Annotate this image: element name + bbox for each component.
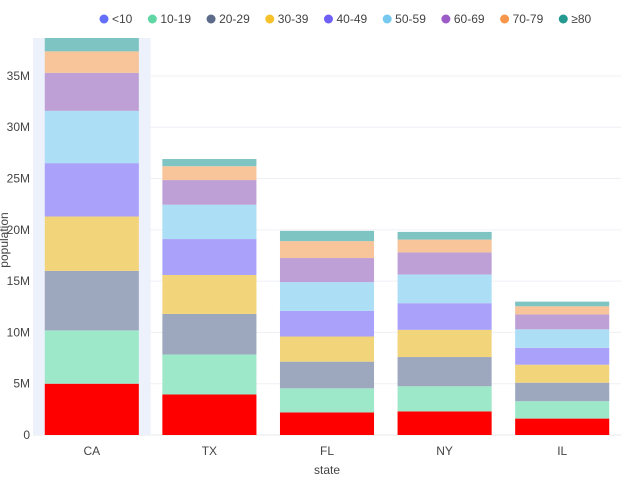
- bar-segment: [279, 336, 375, 362]
- legend-marker: [99, 14, 109, 24]
- bar-segment: [44, 216, 139, 271]
- bar-segment: [279, 230, 375, 242]
- legend-marker: [265, 14, 275, 24]
- bar-segment: [162, 166, 257, 181]
- bar-segment: [279, 361, 375, 389]
- bar-segment: [162, 180, 257, 205]
- y-tick-label: 0: [23, 428, 30, 442]
- bars: [44, 38, 610, 435]
- bar-segment: [397, 329, 492, 358]
- bar-segment: [515, 306, 610, 315]
- bar-segment: [397, 386, 492, 412]
- bar-segment: [397, 303, 492, 330]
- bar-segment: [279, 241, 375, 259]
- bar-segment: [44, 72, 139, 111]
- legend-marker: [382, 14, 392, 24]
- x-tick-label: NY: [436, 444, 453, 458]
- bar-segment: [515, 329, 610, 348]
- x-axis-ticks: CA TX FL NY IL: [83, 444, 567, 458]
- bar-segment: [162, 354, 257, 395]
- legend-label: ≥80: [571, 12, 591, 26]
- bar-segment: [515, 364, 610, 383]
- bar-segment: [44, 383, 139, 435]
- bar-segment: [515, 347, 610, 365]
- bar-segment: [279, 412, 375, 435]
- y-tick-label: 10M: [7, 325, 30, 339]
- bar-segment: [44, 163, 139, 217]
- x-tick-label: FL: [320, 444, 334, 458]
- bar-segment: [515, 418, 610, 435]
- legend-label: 70-79: [513, 12, 544, 26]
- legend-label: 40-49: [336, 12, 367, 26]
- legend-label: 50-59: [395, 12, 426, 26]
- bar-segment: [44, 110, 139, 164]
- bar-segment: [515, 401, 610, 419]
- bar-segment: [44, 330, 139, 384]
- legend-marker: [147, 14, 157, 24]
- legend-label: <10: [112, 12, 133, 26]
- bar-segment: [44, 51, 139, 73]
- legend-marker: [500, 14, 510, 24]
- legend-marker: [206, 14, 216, 24]
- x-tick-label: IL: [557, 444, 567, 458]
- legend-marker: [558, 14, 568, 24]
- bar-segment: [162, 274, 257, 314]
- bar-segment: [515, 382, 610, 402]
- x-tick-label: CA: [83, 444, 100, 458]
- bar-segment: [162, 394, 257, 435]
- bar-segment: [279, 310, 375, 337]
- bar-segment: [397, 274, 492, 304]
- y-tick-label: 35M: [7, 69, 30, 83]
- bar-segment: [162, 239, 257, 275]
- bar-segment: [162, 204, 257, 240]
- y-axis-title: population: [0, 212, 11, 267]
- bar-segment: [44, 270, 139, 331]
- bar-segment: [279, 282, 375, 311]
- legend-label: 60-69: [454, 12, 485, 26]
- bar-segment: [279, 388, 375, 413]
- x-tick-label: TX: [202, 444, 217, 458]
- bar-segment: [397, 252, 492, 275]
- bar-segment: [44, 38, 139, 52]
- legend-marker: [441, 14, 451, 24]
- bar-segment: [162, 159, 257, 167]
- y-tick-label: 25M: [7, 172, 30, 186]
- bar-segment: [397, 357, 492, 387]
- bar-segment: [515, 314, 610, 330]
- legend-label: 20-29: [219, 12, 250, 26]
- bar-segment: [162, 313, 257, 355]
- legend-label: 10-19: [160, 12, 191, 26]
- y-tick-label: 15M: [7, 274, 30, 288]
- y-tick-label: 5M: [13, 377, 30, 391]
- legend: <10 10-19 20-29 30-39 40-49 50-59 60-69 70-79 ≥8…: [99, 12, 592, 26]
- y-tick-label: 30M: [7, 120, 30, 134]
- x-axis-title: state: [314, 463, 340, 477]
- bar-segment: [397, 239, 492, 253]
- legend-marker: [323, 14, 333, 24]
- bar-segment: [397, 411, 492, 435]
- bar-segment: [515, 301, 610, 307]
- y-axis-ticks: 0 5M 10M 15M 20M 25M 30M 35M: [7, 69, 31, 442]
- bar-segment: [397, 231, 492, 240]
- legend-label: 30-39: [278, 12, 309, 26]
- bar-segment: [279, 258, 375, 283]
- y-tick-label: 20M: [7, 223, 30, 237]
